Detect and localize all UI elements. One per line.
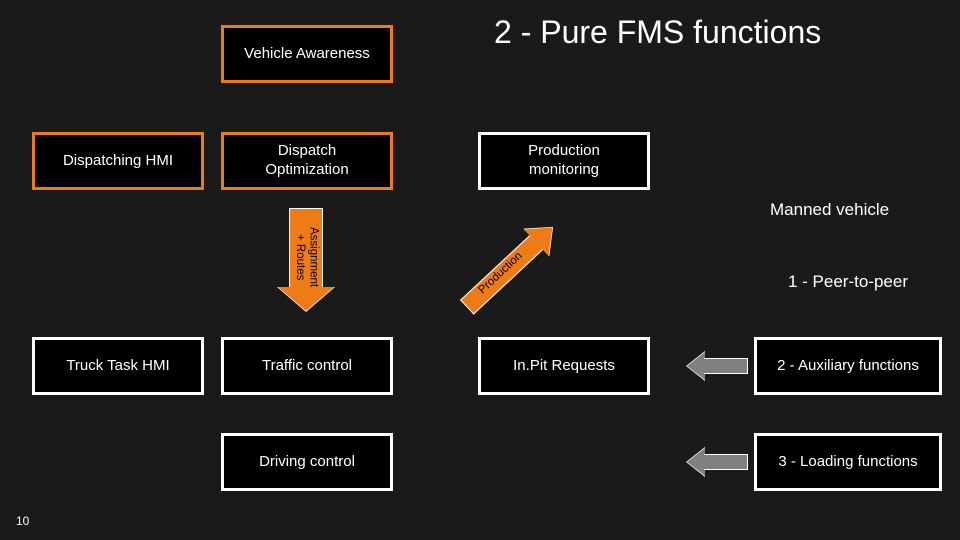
box-truck-task-hmi: Truck Task HMI (32, 337, 204, 395)
page-number: 10 (16, 514, 29, 528)
arrow-production-label: Production (462, 237, 540, 311)
box-dispatch-optimization: Dispatch Optimization (221, 132, 393, 190)
box-aux-functions: 2 - Auxiliary functions (754, 337, 942, 395)
box-loading-functions: 3 - Loading functions (754, 433, 942, 491)
box-traffic-control: Traffic control (221, 337, 393, 395)
box-inpit-requests: In.Pit Requests (478, 337, 650, 395)
label-peer-to-peer: 1 - Peer-to-peer (788, 272, 908, 292)
arrow-assignment-routes: Assignment + Routes (289, 208, 323, 288)
box-driving-control: Driving control (221, 433, 393, 491)
box-dispatching-hmi: Dispatching HMI (32, 132, 204, 190)
arrow-assignment-routes-label: Assignment + Routes (293, 212, 319, 302)
page-title: 2 - Pure FMS functions (494, 14, 821, 51)
box-production-monitoring: Production monitoring (478, 132, 650, 190)
box-vehicle-awareness: Vehicle Awareness (221, 25, 393, 83)
label-manned-vehicle: Manned vehicle (770, 200, 889, 220)
